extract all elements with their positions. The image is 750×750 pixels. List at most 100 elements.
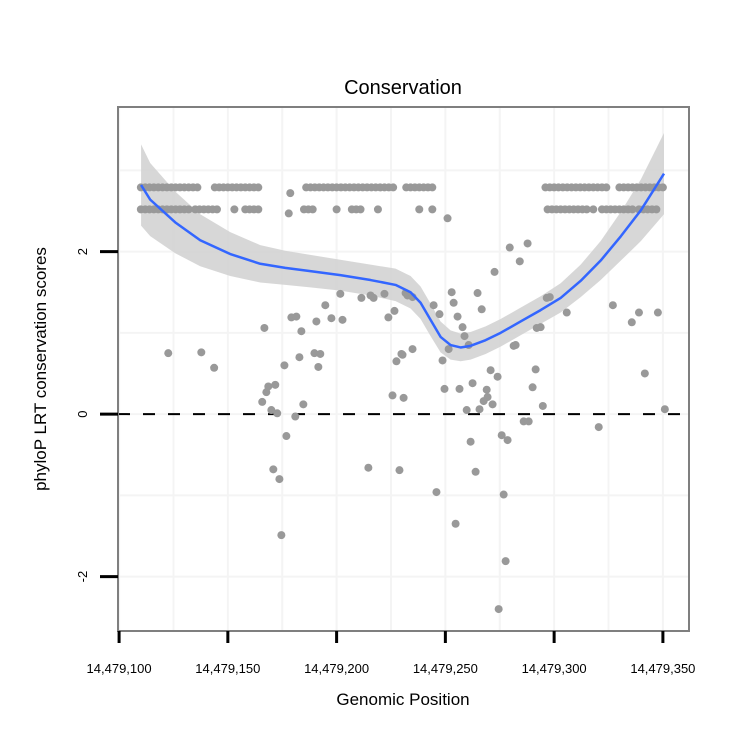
data-point <box>493 372 502 381</box>
data-point <box>392 357 401 366</box>
data-point <box>280 361 289 370</box>
data-point <box>299 400 308 409</box>
data-point <box>628 205 637 214</box>
data-point <box>364 463 373 472</box>
data-point <box>210 363 219 372</box>
data-point <box>562 308 571 317</box>
x-tick-label: 14,479,300 <box>522 661 587 676</box>
data-point <box>503 436 512 445</box>
data-point <box>468 379 477 388</box>
data-point <box>545 293 554 302</box>
data-point <box>338 315 347 324</box>
data-point <box>488 400 497 409</box>
data-point <box>230 205 239 214</box>
data-point <box>458 323 467 332</box>
data-point <box>602 183 611 192</box>
data-point <box>282 432 291 441</box>
data-point <box>453 312 462 321</box>
data-point <box>267 406 276 415</box>
x-tick-label: 14,479,350 <box>630 661 695 676</box>
data-point <box>538 401 547 410</box>
data-point <box>286 189 295 198</box>
data-point <box>660 405 669 414</box>
data-point <box>429 301 438 310</box>
data-point <box>336 289 345 298</box>
data-point <box>658 183 667 192</box>
data-point <box>310 349 319 358</box>
data-point <box>652 205 661 214</box>
data-point <box>193 183 202 192</box>
data-point <box>499 490 508 499</box>
smooth-line <box>139 172 666 349</box>
data-point <box>321 301 330 310</box>
data-point <box>482 385 491 394</box>
data-point <box>415 205 424 214</box>
y-tick-label: 2 <box>75 248 90 255</box>
data-point <box>428 183 437 192</box>
data-point <box>373 205 382 214</box>
y-tick-label: -2 <box>75 571 90 583</box>
data-point <box>523 239 532 248</box>
data-point <box>428 205 437 214</box>
data-point <box>494 605 503 614</box>
x-tick-label: 14,479,200 <box>304 661 369 676</box>
data-point <box>640 369 649 378</box>
data-point <box>327 314 336 323</box>
data-point <box>384 313 393 322</box>
data-point <box>634 308 643 317</box>
data-point <box>536 323 545 332</box>
data-point <box>505 243 514 252</box>
data-point <box>449 298 458 307</box>
x-axis: 14,479,100 14,479,150 14,479,200 14,479,250… <box>87 631 695 676</box>
data-point <box>479 397 488 406</box>
data-point <box>501 557 510 566</box>
data-point <box>297 327 306 336</box>
data-point <box>608 301 617 310</box>
data-point <box>444 345 453 354</box>
data-point <box>292 312 301 321</box>
data-point <box>197 348 206 357</box>
x-tick-label: 14,479,150 <box>195 661 260 676</box>
data-point <box>497 431 506 440</box>
data-point <box>399 393 408 402</box>
data-point <box>443 214 452 223</box>
data-point <box>477 305 486 314</box>
data-point <box>408 345 417 354</box>
x-tick-label: 14,479,250 <box>413 661 478 676</box>
data-point <box>515 257 524 266</box>
data-point <box>258 397 267 406</box>
data-point <box>212 205 221 214</box>
data-point <box>332 205 341 214</box>
data-point <box>273 409 282 418</box>
data-point <box>435 310 444 319</box>
chart-title: Conservation <box>344 77 462 99</box>
data-point <box>295 353 304 362</box>
data-point <box>398 350 407 359</box>
data-point <box>432 488 441 497</box>
data-point <box>447 288 456 297</box>
data-point <box>462 406 471 415</box>
data-point <box>312 317 321 326</box>
data-point <box>269 465 278 474</box>
data-point <box>291 412 300 421</box>
data-point <box>357 293 366 302</box>
data-point <box>653 308 662 317</box>
data-point <box>390 306 399 315</box>
data-point <box>388 391 397 400</box>
data-point <box>389 183 398 192</box>
data-point <box>264 382 273 391</box>
data-point <box>475 405 484 414</box>
data-point <box>254 205 263 214</box>
data-point <box>316 349 325 358</box>
data-point <box>511 341 520 350</box>
data-point <box>254 183 263 192</box>
data-point <box>314 362 323 371</box>
data-point <box>284 209 293 218</box>
data-point <box>164 349 173 358</box>
data-point <box>594 423 603 432</box>
data-point <box>460 332 469 341</box>
data-point <box>277 531 286 540</box>
y-tick-label: 0 <box>75 410 90 417</box>
data-point <box>440 384 449 393</box>
